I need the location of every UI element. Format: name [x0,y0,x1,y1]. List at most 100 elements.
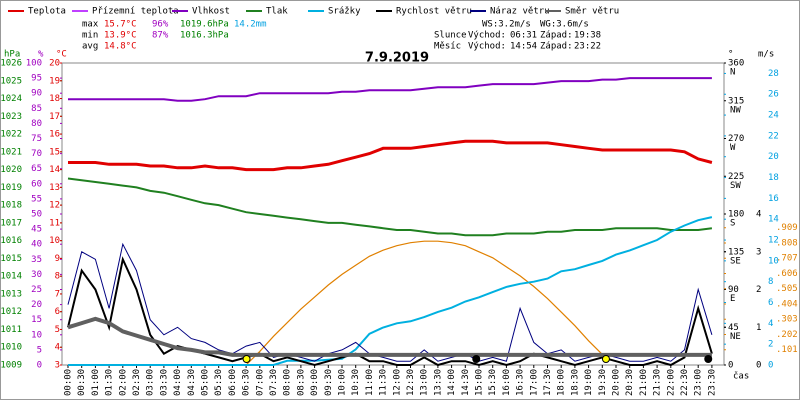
y-tick-label: 4 [55,343,60,353]
y-tick-label: 1011 [0,325,22,335]
wind-stat: WG:3.6m/s [540,20,589,30]
astro-time: 14:54 [510,42,537,52]
astro-marker [601,355,610,363]
y-tick-label: .505 [776,284,798,294]
x-tick-label: 01:00 [91,369,101,396]
y-tick-label: 225 [728,172,744,182]
y-tick-label: 90 [31,89,42,99]
y-tick-label: 45 [728,323,739,333]
x-axis-label: čas [733,371,749,382]
stat-text: avg [82,42,98,52]
y-tick-label: 8 [768,277,773,287]
series-line [67,177,713,237]
x-tick-label: 20:30 [625,369,635,396]
y-tick-label: 60 [31,179,42,189]
y-tick-label: 1018 [0,201,22,211]
y-tick-label: 35 [31,255,42,265]
x-tick-label: 11:00 [365,369,375,396]
y-tick-label: 4 [768,319,773,329]
y-tick-label: 25 [31,285,42,295]
x-tick-label: 00:00 [64,369,74,396]
y-tick-label: 135 [728,247,744,257]
y-tick-label: 270 [728,134,744,144]
axis-header: % [38,50,44,60]
y-tick-label: 1014 [0,272,22,282]
x-tick-label: 19:00 [584,369,594,396]
series-line [68,216,713,366]
y-tick-label: 0 [768,361,773,371]
astro-time: 19:38 [574,31,601,41]
y-tick-label: 40 [31,240,42,250]
x-tick-label: 17:30 [543,369,553,396]
y-tick-label: 13 [49,183,60,193]
stat-text: 13.9°C [104,31,137,41]
axis-header: hPa [4,50,20,60]
astro-label: Východ: [468,31,506,41]
series-line [67,316,712,357]
x-tick-label: 21:30 [653,369,663,396]
compass-label: S [730,219,735,229]
x-tick-label: 11:30 [379,369,389,396]
x-tick-label: 19:30 [598,369,608,396]
y-tick-label: 0 [756,361,761,371]
y-tick-label: 20 [49,59,60,69]
y-tick-label: 20 [31,300,42,310]
y-tick-label: 16 [49,130,60,140]
axis-header: ° [728,50,733,60]
y-tick-label: 4 [756,210,761,220]
astro-marker [704,355,713,363]
astro-time: 06:31 [510,31,537,41]
y-tick-label: 2 [756,285,761,295]
astro-marker [472,355,481,363]
y-tick-label: 18 [49,94,60,104]
legend-label: Směr větru [565,7,619,17]
y-tick-label: 6 [55,307,60,317]
y-tick-label: 17 [49,112,60,122]
y-tick-label: 90 [728,285,739,295]
y-tick-label: 1009 [0,361,22,371]
astro-label: Západ: [540,42,573,52]
x-tick-label: 20:00 [612,369,622,396]
y-tick-label: .202 [776,330,798,340]
stat-text: 14.8°C [104,42,137,52]
y-tick-label: 3 [756,247,761,257]
y-tick-label: 5 [55,325,60,335]
x-tick-label: 23:00 [694,369,704,396]
x-tick-label: 02:30 [132,369,142,396]
x-tick-label: 12:00 [392,369,402,396]
y-tick-label: 15 [49,147,60,157]
y-tick-label: 1012 [0,307,22,317]
y-tick-label: .606 [776,269,798,279]
x-tick-label: 15:30 [488,369,498,396]
y-tick-label: 14 [49,165,60,175]
y-tick-label: 65 [31,164,42,174]
y-tick-label: 19 [49,76,60,86]
y-tick-label: .808 [776,238,798,248]
y-tick-label: 20 [768,152,779,162]
x-tick-label: 14:00 [447,369,457,396]
y-tick-label: 0 [728,361,733,371]
y-tick-label: 3 [55,361,60,371]
compass-label: SE [730,256,741,266]
y-tick-label: 7 [55,289,60,299]
compass-label: N [730,68,735,78]
x-tick-label: 03:00 [146,369,156,396]
stat-text: 87% [152,31,169,41]
legend-label: Náraz větru [490,7,550,17]
y-tick-label: 22 [768,131,779,141]
sun-curve [245,240,603,366]
x-tick-label: 21:00 [639,369,649,396]
y-tick-label: 24 [768,111,779,121]
y-tick-label: .909 [776,223,798,233]
y-tick-label: 30 [31,270,42,280]
compass-label: NW [730,105,741,115]
series-line [68,77,712,102]
y-tick-label: 1017 [0,218,22,228]
astro-time: 23:22 [574,42,601,52]
legend-label: Srážky [328,7,361,17]
astro-label: Měsíc [434,42,461,52]
x-tick-label: 13:30 [433,369,443,396]
y-tick-label: 360 [728,59,744,69]
y-tick-label: 10 [768,256,779,266]
y-tick-label: 50 [31,210,42,220]
